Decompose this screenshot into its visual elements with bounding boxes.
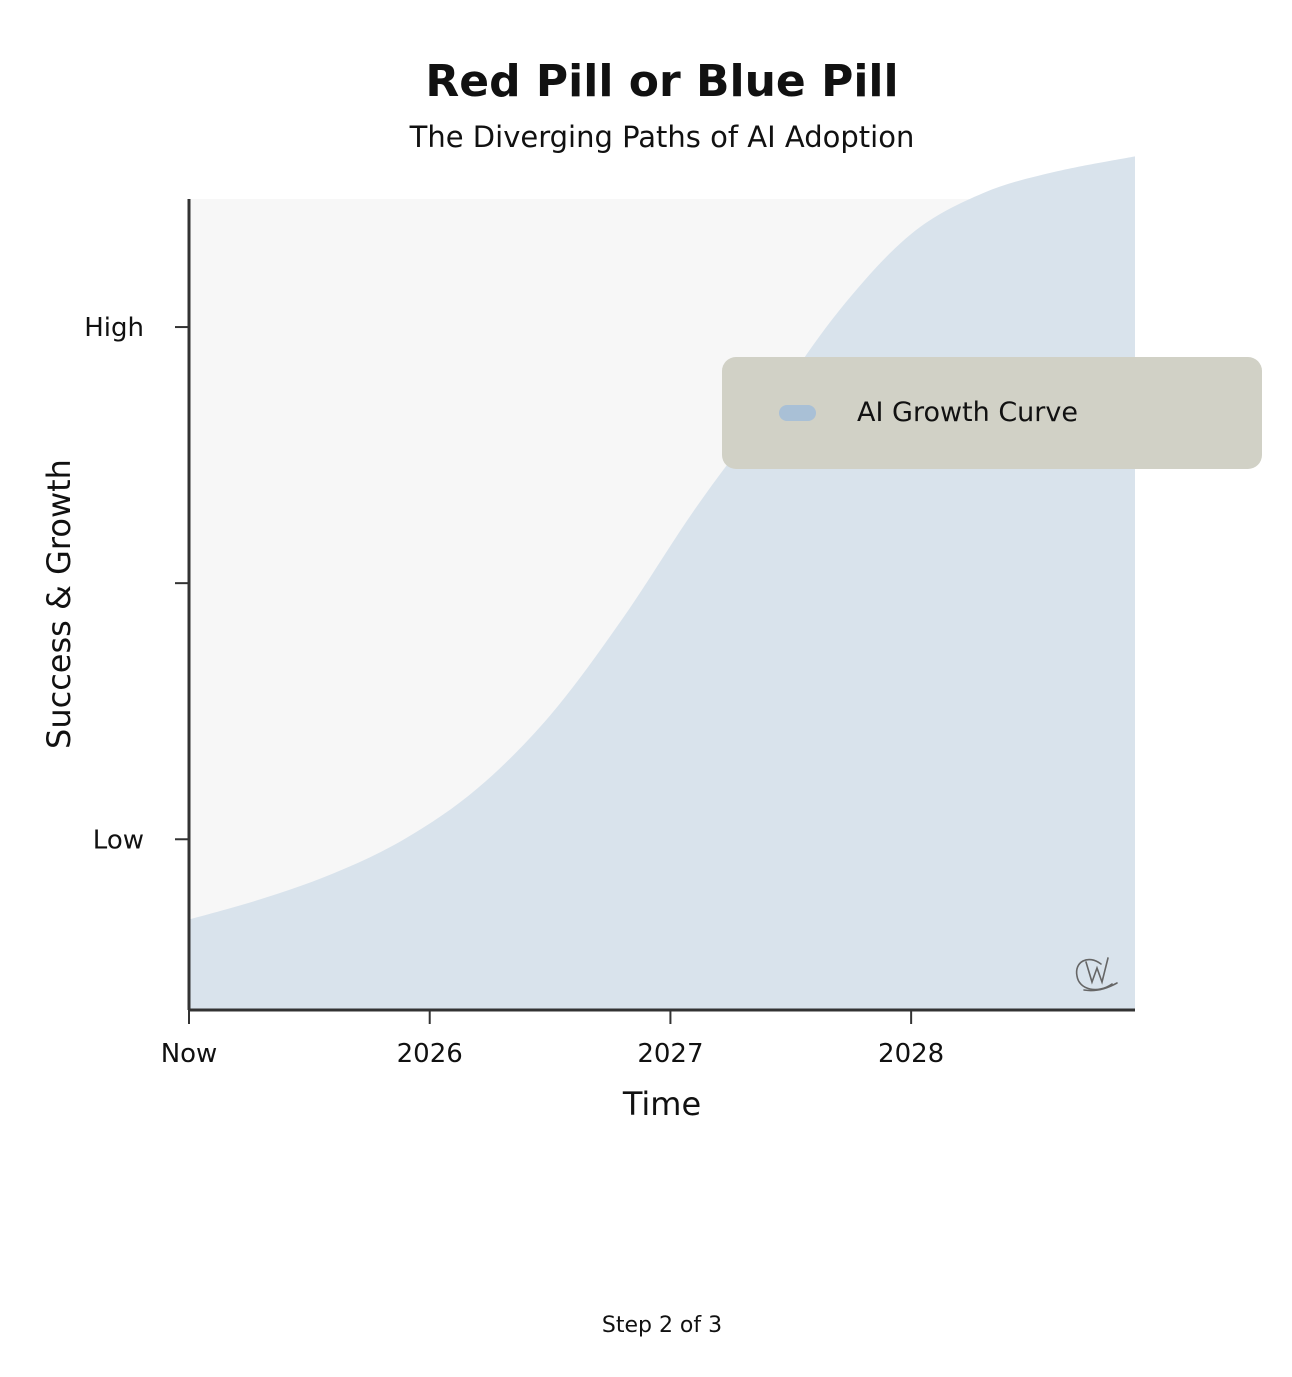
- legend-label: AI Growth Curve: [857, 397, 1078, 428]
- legend-swatch: [779, 405, 816, 421]
- x-tick-label: 2028: [878, 1039, 944, 1069]
- x-axis-label: Time: [622, 1085, 701, 1123]
- y-axis-label: Success & Growth: [40, 459, 78, 749]
- x-axis-ticks: Now 2026 2027 2028: [161, 1010, 944, 1069]
- chart-title: Red Pill or Blue Pill: [425, 56, 898, 107]
- x-tick-label: 2026: [397, 1039, 463, 1069]
- signature-logo-icon: [1075, 957, 1118, 992]
- step-indicator: Step 2 of 3: [602, 1313, 722, 1338]
- chart-subtitle: The Diverging Paths of AI Adoption: [409, 120, 915, 154]
- y-axis-ticks: Low High: [84, 313, 189, 855]
- legend: AI Growth Curve: [722, 357, 1262, 469]
- x-tick-label: Now: [161, 1039, 218, 1069]
- axes: [187, 199, 1135, 1012]
- legend-box: [722, 357, 1262, 469]
- y-tick-label: High: [84, 313, 144, 343]
- y-tick-label: Low: [93, 825, 144, 855]
- x-tick-label: 2027: [637, 1039, 703, 1069]
